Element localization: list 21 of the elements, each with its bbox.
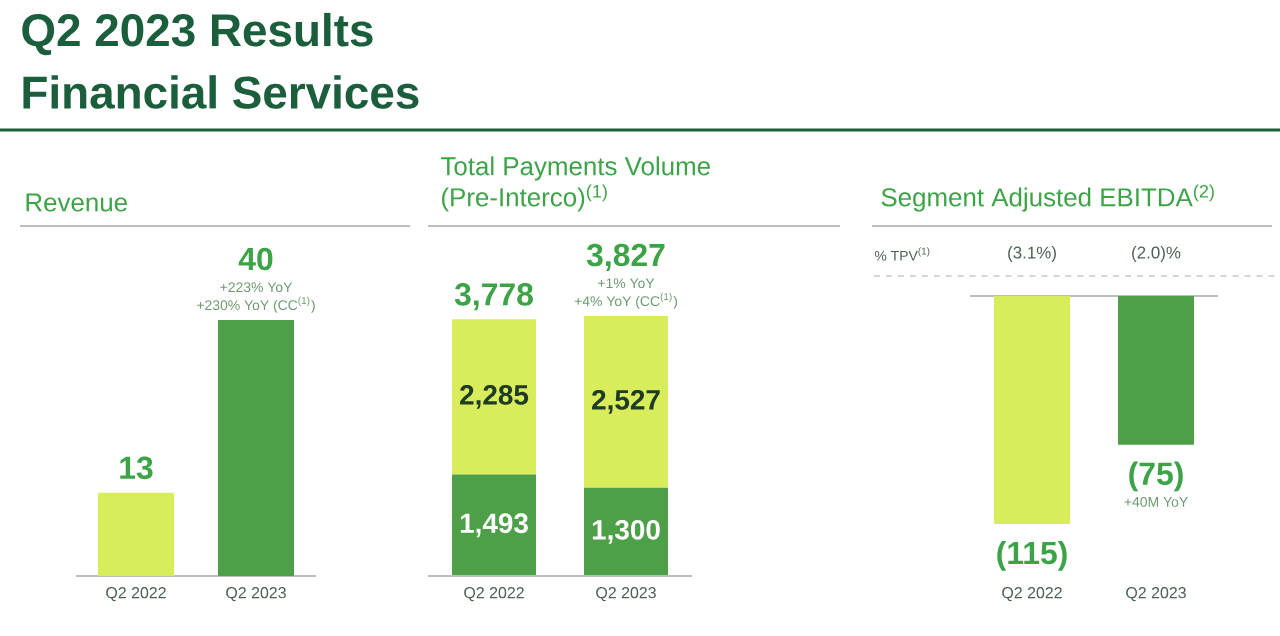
bar: [452, 319, 537, 475]
chart-title: Revenue: [26, 193, 127, 212]
total-label: 3,827: [586, 243, 665, 271]
chart-title: Segment Adjusted EBITDA$^{(2)}$: [881, 184, 1214, 212]
data-label: 13: [120, 456, 153, 480]
data-label: (115): [997, 540, 1067, 571]
text: (3.1%): [1008, 246, 1056, 262]
text: (2.0)%: [1132, 246, 1181, 262]
text: Financial Services: [23, 75, 419, 109]
chart-title: Total Payments Volume (Pre-Interco)$^{(1)}$: [441, 156, 710, 212]
data-label: 2,285: [460, 385, 529, 409]
data-label: 1,493: [460, 513, 528, 538]
bar: [584, 487, 669, 576]
data-label: (75): [1129, 461, 1183, 492]
bar: [452, 474, 537, 576]
data-label: 1,300: [592, 519, 660, 544]
text: Q2 2023 Results: [22, 12, 373, 56]
data-label: 2,527: [592, 389, 660, 414]
total-label: 3,778: [454, 283, 533, 311]
data-label: 40: [238, 247, 273, 271]
bar: [584, 315, 669, 488]
